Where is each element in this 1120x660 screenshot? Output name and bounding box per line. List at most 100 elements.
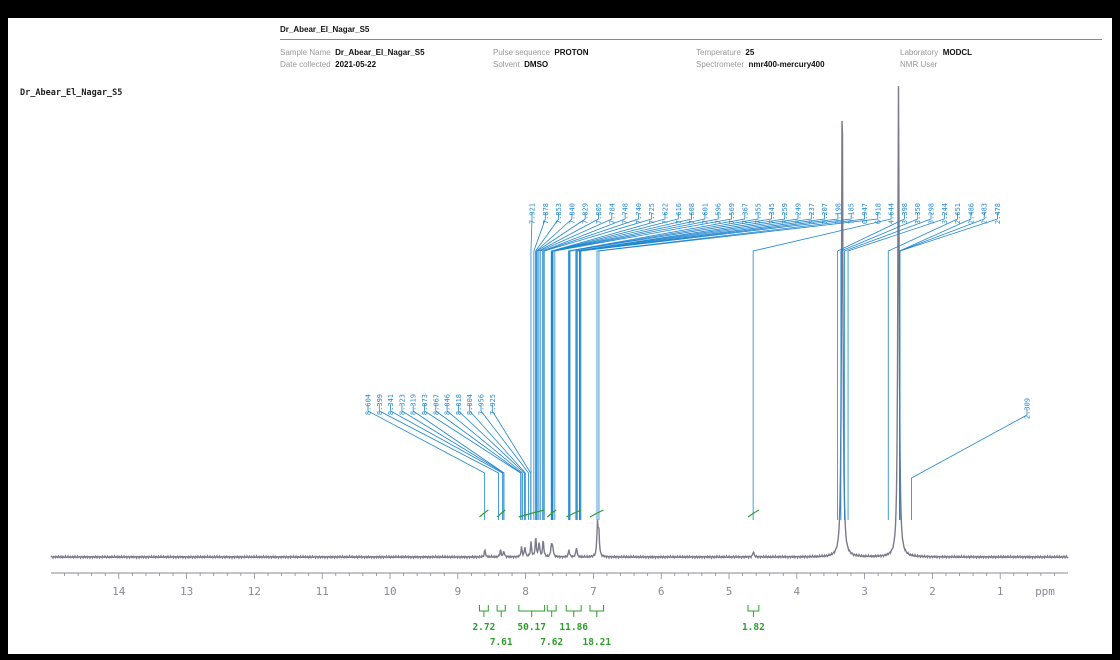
peak-label: 6.918 — [874, 203, 882, 224]
peak-label: 7.805 — [595, 203, 603, 224]
peak-label: 7.345 — [768, 203, 776, 224]
field-nmr-user: NMR User — [900, 60, 938, 69]
peak-leader-line — [579, 213, 839, 520]
x-tick-label: 8 — [522, 585, 529, 598]
peak-leader-line — [568, 213, 746, 520]
peak-label: 2.651 — [954, 203, 962, 224]
value-spectrometer: nmr400-mercury400 — [748, 60, 825, 69]
peak-label: 4.644 — [888, 203, 896, 224]
peak-label: 7.921 — [529, 203, 537, 224]
peak-label: 7.616 — [675, 203, 683, 224]
integral-curve — [479, 509, 489, 518]
integral-bracket — [589, 605, 605, 617]
peak-label: 7.237 — [808, 203, 816, 224]
peak-leader-line — [598, 213, 879, 520]
x-tick-label: 4 — [793, 585, 800, 598]
peak-leader-line — [578, 213, 825, 520]
peak-label: 3.398 — [901, 203, 909, 224]
peak-leader-line — [899, 213, 985, 520]
peak-leader-line — [568, 213, 759, 520]
value-temperature: 25 — [745, 48, 755, 57]
x-axis-label: ppm — [1035, 585, 1055, 598]
integral-value: 18.21 — [582, 637, 611, 648]
peak-label: 7.840 — [568, 203, 576, 224]
x-tick-label: 3 — [861, 585, 868, 598]
field-pulse-sequence: Pulse sequence PROTON — [493, 48, 589, 57]
x-tick-label: 1 — [997, 585, 1004, 598]
peak-leader-line — [596, 213, 865, 520]
peak-leader-line — [535, 213, 559, 520]
peak-leader-line — [569, 213, 772, 520]
peak-leader-line — [899, 213, 998, 520]
peak-label: 8.399 — [376, 394, 384, 415]
peak-leader-line — [457, 405, 525, 520]
peak-leader-line — [435, 405, 522, 520]
x-tick-label: 9 — [454, 585, 461, 598]
peak-label: 8.018 — [455, 394, 463, 415]
peak-leader-line — [536, 213, 586, 520]
integral-value: 2.72 — [472, 622, 495, 633]
peak-leader-line — [412, 405, 505, 520]
peak-leader-line — [575, 213, 786, 520]
integral-value: 7.61 — [490, 637, 513, 648]
field-laboratory: Laboratory MODCL — [900, 48, 973, 57]
peak-leader-line — [847, 213, 945, 520]
peak-label: 7.853 — [555, 203, 563, 224]
peak-label: 3.350 — [914, 203, 922, 224]
peak-leader-line — [367, 405, 486, 520]
field-spectrometer: Spectrometer nmr400-mercury400 — [696, 60, 825, 69]
peak-label: 3.244 — [941, 203, 949, 224]
integral-bracket — [518, 605, 546, 617]
peak-label: 2.309 — [1024, 398, 1032, 419]
peak-label: 7.878 — [542, 203, 550, 224]
peak-leader-line — [390, 405, 503, 520]
spectrum-label: Dr_Abear_El_Nagar_S5 — [20, 88, 123, 98]
peak-group-center: 7.921 7.878 7.853 7.840 7.829 7.805 7.784 7.748… — [529, 203, 1002, 520]
peak-leader-line — [543, 213, 653, 520]
integral-curve — [518, 509, 545, 518]
peak-leader-line — [491, 405, 532, 520]
peak-label: 7.725 — [648, 203, 656, 224]
peak-label: 8.341 — [387, 394, 395, 415]
peak-leader-line — [837, 213, 905, 520]
spectrum-sheet: Dr_Abear_El_Nagar_S5 Sample Name Dr_Abea… — [8, 18, 1112, 654]
peak-leader-line — [446, 405, 523, 520]
peak-label: 8.323 — [398, 394, 406, 415]
peak-leader-line — [911, 409, 1028, 520]
x-tick-label: 12 — [248, 585, 261, 598]
peak-label: 6.947 — [861, 203, 869, 224]
peak-label: 7.207 — [821, 203, 829, 224]
integral-curve — [546, 509, 557, 518]
peak-group-right: 2.309 — [911, 398, 1032, 520]
peak-label: 7.601 — [701, 203, 709, 224]
peak-label: 8.067 — [432, 394, 440, 415]
integral-curve — [589, 509, 604, 518]
x-tick-label: 13 — [180, 585, 193, 598]
peak-label: 2.486 — [967, 203, 975, 224]
value-pulse-sequence: PROTON — [554, 48, 589, 57]
peak-group-left: 8.604 8.399 8.341 8.323 8.319 8.073 8.067 8.046… — [365, 394, 532, 520]
peak-label: 2.483 — [981, 203, 989, 224]
x-tick-label: 7 — [590, 585, 597, 598]
integral-value: 50.17 — [517, 622, 546, 633]
value-solvent: DMSO — [524, 60, 549, 69]
integral-value: 7.62 — [540, 637, 563, 648]
field-date-collected: Date collected 2021-05-22 — [280, 60, 377, 69]
integral-curve — [747, 509, 760, 518]
peak-label: 2.478 — [994, 203, 1002, 224]
peak-leader-line — [899, 213, 972, 520]
peak-leader-line — [550, 213, 666, 520]
integral-bracket — [747, 605, 760, 617]
peak-leader-line — [424, 405, 522, 520]
value-sample-name: Dr_Abear_El_Nagar_S5 — [335, 48, 425, 57]
peak-leader-line — [542, 213, 639, 520]
integral-bracket — [546, 605, 557, 617]
peak-leader-line — [539, 213, 613, 520]
peak-label: 7.925 — [489, 394, 497, 415]
peak-leader-line — [536, 213, 573, 520]
integral-curve — [496, 509, 506, 518]
peak-label: 7.569 — [728, 203, 736, 224]
peak-label: 7.596 — [715, 203, 723, 224]
peak-label: 7.622 — [662, 203, 670, 224]
